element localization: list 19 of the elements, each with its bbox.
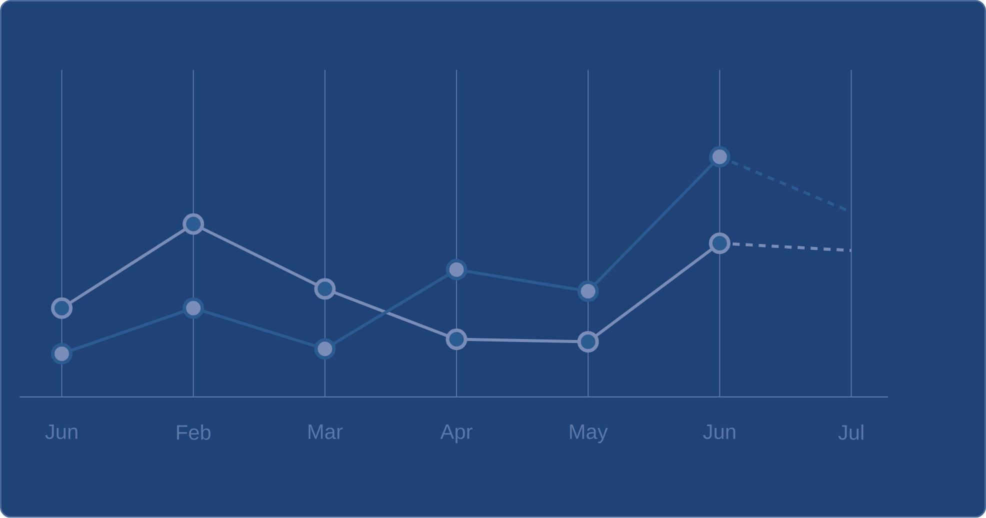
x-tick-label: Feb — [177, 424, 211, 440]
point — [51, 343, 73, 365]
x-tick-label: May — [570, 424, 608, 444]
point — [446, 328, 468, 350]
point — [314, 278, 336, 300]
point — [182, 213, 204, 235]
point — [182, 297, 204, 319]
point — [51, 297, 73, 319]
x-tick-label: Mar — [308, 424, 343, 440]
x-tick-label: Jun — [703, 424, 736, 440]
point — [708, 146, 730, 168]
x-tick-label: Jul — [838, 424, 864, 440]
x-tick-label: Apr — [440, 424, 472, 444]
point — [446, 259, 468, 281]
point — [314, 338, 336, 360]
point — [577, 331, 599, 353]
point — [708, 232, 730, 254]
x-tick-label: Jun — [45, 424, 78, 440]
point — [577, 280, 599, 302]
